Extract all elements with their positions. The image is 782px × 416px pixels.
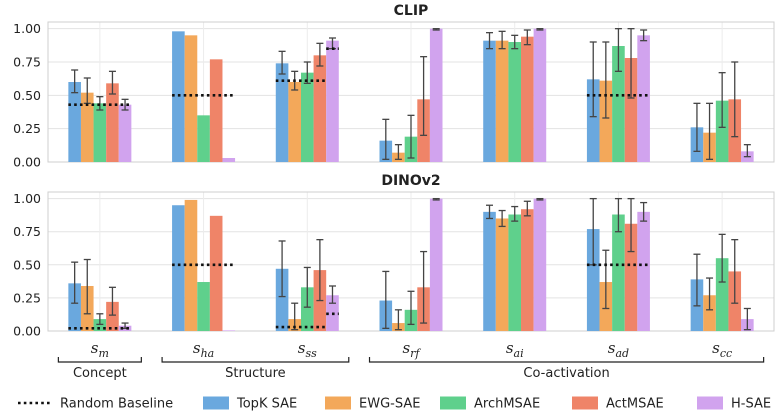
group-label: Co-activation [523,366,609,381]
bar [209,59,223,163]
bar [508,42,522,162]
bar [118,104,132,162]
legend-label: Random Baseline [60,397,173,412]
legend-label: ActMSAE [606,397,664,412]
bar [184,35,198,163]
y-tick-label: 0.75 [13,55,41,70]
bar [222,158,236,162]
bar [209,215,223,331]
bar [172,205,185,331]
legend-label: TopK SAE [236,397,297,412]
panel-title: DINOv2 [381,173,440,189]
y-tick-label: 1.00 [13,21,41,36]
bar [715,100,729,162]
bar [637,35,650,163]
bar [275,268,289,331]
legend-item: ActMSAE [572,396,664,412]
bar [106,301,119,331]
x-axis: sm sha sss srf sai sad scc Concept Structure Co-a… [57,339,765,381]
bar [429,28,443,162]
bar [612,46,625,162]
bar [197,115,210,162]
x-tick-label: sm [91,339,109,360]
y-tick-label: 0.00 [13,155,41,170]
x-tick-label: sai [506,339,524,360]
bar [106,83,119,162]
bar [429,198,443,331]
bar [586,79,600,162]
bar [521,36,534,162]
y-tick-label: 0.00 [13,324,41,339]
bar [93,103,107,162]
group-bracket: Co-activation [368,357,765,381]
legend-swatch [697,396,723,410]
bar [80,92,94,162]
bar [703,295,716,331]
group-bracket: Concept [57,357,142,381]
bar [637,211,650,331]
y-tick-label: 0.25 [13,290,41,305]
legend-item: H-SAE [697,396,771,412]
x-tick-label: sad [608,339,629,360]
legend-swatch [572,396,598,410]
legend-swatch [325,396,351,410]
legend-swatch [440,396,466,410]
bar [68,82,81,162]
group-label: Structure [225,366,285,381]
legend-swatch [203,396,229,410]
bar [533,198,547,331]
bar [300,287,314,331]
y-tick-label: 0.75 [13,224,41,239]
bar [715,258,729,331]
bar [275,63,289,163]
legend-item: ArchMSAE [440,396,540,412]
x-tick-label: srf [402,339,421,360]
bar [521,209,534,331]
bar [483,40,496,162]
bar [68,283,81,331]
panel-dinov2: 0.00 0.25 0.50 0.75 1.00 DINOv2 [13,173,775,339]
bar [222,330,236,331]
bracket-line [57,357,142,363]
y-tick-label: 0.25 [13,121,41,136]
bracket-line [368,357,765,363]
bar [313,55,327,163]
x-tick-label: sss [298,339,317,360]
bar [495,218,509,331]
bar [172,31,185,163]
bar [624,223,638,331]
bar [508,214,522,331]
legend-label: EWG-SAE [359,397,420,412]
legend-label: H-SAE [731,397,771,412]
legend-item: EWG-SAE [325,396,420,412]
legend-label: ArchMSAE [474,397,540,412]
panel-title: CLIP [394,3,429,19]
bar [624,58,638,162]
bar [533,28,547,162]
legend: Random Baseline TopK SAE EWG-SAE ArchMSAE Ac… [18,396,771,412]
bar [586,229,600,331]
x-tick-label: scc [712,339,732,360]
y-tick-label: 1.00 [13,191,41,206]
legend-item: TopK SAE [203,396,297,412]
bar [483,211,496,331]
group-bracket: Structure [161,357,350,381]
group-label: Concept [73,366,127,381]
bar [326,40,339,162]
bar [599,80,613,162]
bar [612,214,625,331]
x-tick-label: sha [193,339,214,360]
y-tick-label: 0.50 [13,257,41,272]
bar [288,82,301,162]
bar [495,40,509,162]
bar [93,319,107,331]
panel-clip: 0.00 0.25 0.50 0.75 1.00 CLIP [13,3,775,170]
bracket-line [161,357,350,363]
bar [300,72,314,162]
y-tick-label: 0.50 [13,88,41,103]
bar [197,282,210,331]
legend-item-baseline: Random Baseline [18,397,173,412]
